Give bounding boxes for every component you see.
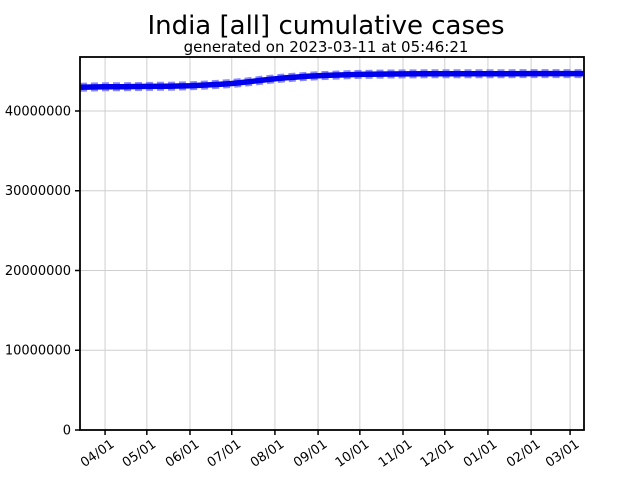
y-tick-label: 10000000 [5,344,71,359]
series-line [79,70,584,90]
grid-layer [80,57,584,431]
y-tick-labels: 0 10000000 20000000 30000000 40000000 [5,104,71,438]
chart-subtitle: generated on 2023-03-11 at 05:46:21 [184,38,469,56]
plot-frame [79,56,585,431]
tick-layer [75,110,571,435]
series-layer [79,69,584,92]
y-tick-label: 30000000 [5,184,71,199]
y-tick-label: 40000000 [5,104,71,119]
y-tick-label: 20000000 [5,264,71,279]
chart-title: India [all] cumulative cases [147,11,504,41]
y-tick-label: 0 [63,424,71,439]
